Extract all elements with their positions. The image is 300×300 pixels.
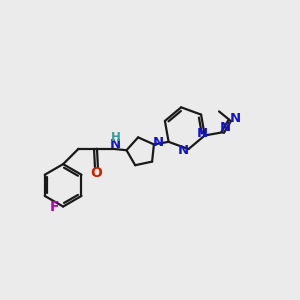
- Text: N: N: [110, 138, 121, 151]
- Text: H: H: [111, 131, 121, 144]
- Text: O: O: [91, 166, 102, 180]
- Text: N: N: [178, 144, 189, 157]
- Text: N: N: [197, 127, 208, 140]
- Text: F: F: [50, 200, 59, 214]
- Text: N: N: [153, 136, 164, 148]
- Text: N: N: [220, 122, 231, 134]
- Text: N: N: [230, 112, 241, 125]
